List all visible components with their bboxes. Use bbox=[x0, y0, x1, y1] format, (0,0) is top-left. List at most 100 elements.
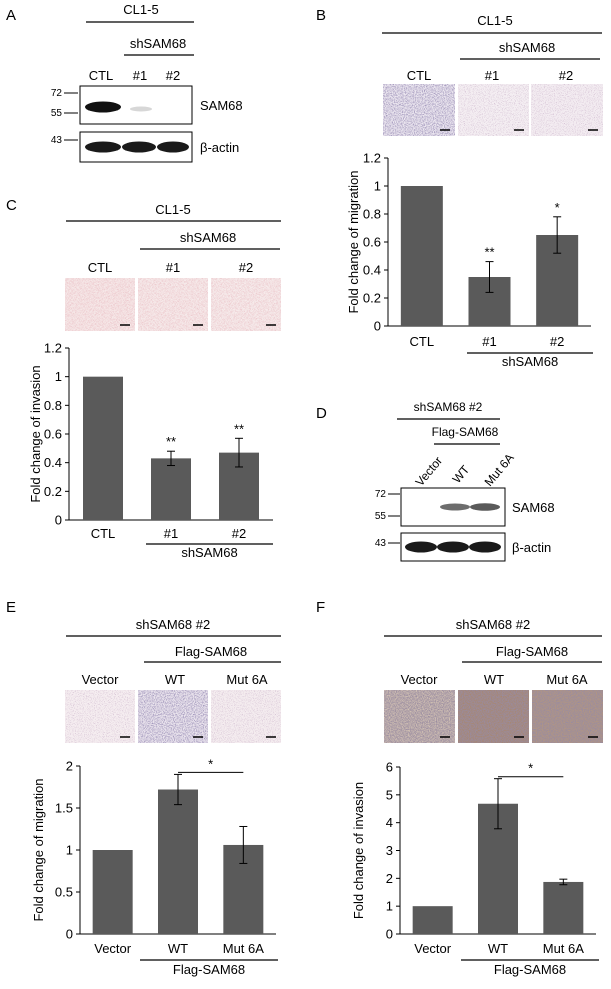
panel-b-cell-line: CL1-5 bbox=[477, 13, 512, 28]
panel-c-image-label-ctl: CTL bbox=[88, 260, 113, 275]
panel-e-group-label: Flag-SAM68 bbox=[173, 962, 245, 977]
panel-b-y-tick-label: 1.2 bbox=[363, 151, 381, 166]
panel-b-image-label-ctl: CTL bbox=[407, 68, 432, 83]
panel-b-image-label-1: #1 bbox=[485, 68, 499, 83]
panel-b-bar-0 bbox=[400, 186, 443, 326]
panel-a-lane-ctl: CTL bbox=[89, 68, 114, 83]
panel-f-micrograph-vector bbox=[383, 689, 456, 744]
panel-a-actin-band-1 bbox=[122, 141, 156, 153]
panel-e-letter: E bbox=[6, 599, 16, 616]
panel-f-image-label-vector: Vector bbox=[401, 672, 439, 687]
panel-f-chart: 0 1 2 3 4 5 6 Fold change of invasion Vector WT Mu… bbox=[351, 760, 599, 977]
panel-a-lane-1: #1 bbox=[133, 68, 147, 83]
panel-b-micrograph-2 bbox=[530, 83, 604, 137]
panel-c-category-label-0: CTL bbox=[91, 526, 116, 541]
panel-a-lane-2: #2 bbox=[166, 68, 180, 83]
panel-f-bar-0 bbox=[412, 906, 453, 934]
panel-a: A CL1-5 shSAM68 CTL #1 #2 72 55 SAM68 43… bbox=[6, 2, 243, 163]
panel-e-y-axis-label: Fold change of migration bbox=[31, 778, 46, 921]
panel-c-category-label-1: #1 bbox=[164, 526, 178, 541]
panel-d-protein-actin: β-actin bbox=[512, 540, 551, 555]
panel-c-y-tick-label: 0.6 bbox=[44, 427, 62, 442]
panel-b-y-tick-label: 1 bbox=[374, 179, 381, 194]
panel-b-significance-2: * bbox=[555, 200, 560, 215]
panel-b: B CL1-5 shSAM68 CTL #1 #2 bbox=[316, 7, 604, 137]
panel-c-significance-2: ** bbox=[234, 421, 244, 436]
panel-b-image-label-2: #2 bbox=[559, 68, 573, 83]
panel-b-group: shSAM68 bbox=[499, 40, 555, 55]
panel-d-protein-sam68: SAM68 bbox=[512, 500, 555, 515]
panel-b-y-tick-label: 0 bbox=[374, 319, 381, 334]
panel-d-actin-band-wt bbox=[437, 541, 469, 553]
panel-c-micrograph-2 bbox=[210, 277, 282, 332]
panel-c-y-tick-label: 1 bbox=[55, 369, 62, 384]
panel-d-group: shSAM68 #2 bbox=[414, 400, 483, 414]
panel-f: F shSAM68 #2 Flag-SAM68 Vector WT Mut 6A bbox=[316, 599, 604, 744]
panel-b-group-label: shSAM68 bbox=[502, 354, 558, 369]
panel-f-y-tick-label: 3 bbox=[386, 843, 393, 858]
panel-d-lane-mut6a: Mut 6A bbox=[482, 451, 517, 489]
panel-e-group: shSAM68 #2 bbox=[136, 617, 210, 632]
panel-c: C CL1-5 shSAM68 CTL #1 #2 bbox=[6, 197, 282, 332]
panel-c-y-axis-label: Fold change of invasion bbox=[28, 365, 43, 502]
panel-f-subgroup: Flag-SAM68 bbox=[496, 644, 568, 659]
panel-d-lane-vector: Vector bbox=[413, 454, 446, 489]
panel-f-micrograph-mut6a bbox=[531, 689, 604, 744]
panel-c-y-tick-label: 0.2 bbox=[44, 484, 62, 499]
panel-c-micrograph-1 bbox=[137, 277, 209, 332]
panel-f-y-tick-label: 6 bbox=[386, 760, 393, 775]
panel-e-chart: 0 0.5 1 1.5 2 Fold change of migration Vector W… bbox=[31, 756, 278, 977]
panel-a-letter: A bbox=[6, 7, 16, 24]
panel-f-image-label-mut6a: Mut 6A bbox=[546, 672, 588, 687]
panel-e-image-label-mut6a: Mut 6A bbox=[226, 672, 268, 687]
panel-c-letter: C bbox=[6, 197, 17, 214]
panel-c-image-label-1: #1 bbox=[166, 260, 180, 275]
panel-e: E shSAM68 #2 Flag-SAM68 Vector WT Mut 6A bbox=[6, 599, 282, 744]
panel-c-micrograph-ctl bbox=[64, 277, 136, 332]
panel-d-band-mut6a bbox=[470, 503, 500, 511]
panel-c-category-label-2: #2 bbox=[232, 526, 246, 541]
panel-c-cell-line: CL1-5 bbox=[155, 202, 190, 217]
panel-e-category-label-2: Mut 6A bbox=[223, 941, 265, 956]
panel-c-y-tick-label: 0.8 bbox=[44, 398, 62, 413]
panel-e-micrograph-vector bbox=[64, 689, 136, 744]
panel-f-y-axis-label: Fold change of invasion bbox=[351, 782, 366, 919]
panel-f-y-tick-label: 1 bbox=[386, 899, 393, 914]
panel-e-category-label-1: WT bbox=[168, 941, 188, 956]
panel-b-y-tick-label: 0.4 bbox=[363, 263, 381, 278]
panel-f-y-tick-label: 0 bbox=[386, 927, 393, 942]
panel-f-y-tick-label: 5 bbox=[386, 787, 393, 802]
panel-b-letter: B bbox=[316, 7, 326, 24]
panel-e-category-label-0: Vector bbox=[94, 941, 132, 956]
panel-f-image-label-wt: WT bbox=[484, 672, 504, 687]
panel-a-actin-band-2 bbox=[157, 141, 189, 153]
panel-d-actin-band-vector bbox=[405, 541, 437, 553]
panel-d-marker-43: 43 bbox=[375, 538, 387, 549]
panel-a-actin-band-ctl bbox=[85, 141, 121, 153]
panel-b-micrograph-1 bbox=[457, 83, 530, 137]
panel-b-category-label-0: CTL bbox=[410, 334, 435, 349]
panel-a-group: shSAM68 bbox=[130, 36, 186, 51]
panel-f-y-tick-label: 4 bbox=[386, 815, 393, 830]
panel-b-y-tick-label: 0.2 bbox=[363, 291, 381, 306]
panel-c-bar-0 bbox=[83, 376, 123, 520]
panel-e-bar-0 bbox=[92, 850, 133, 934]
panel-e-y-tick-label: 1.5 bbox=[55, 801, 73, 816]
panel-e-image-label-wt: WT bbox=[165, 672, 185, 687]
panel-e-comparison-significance: * bbox=[208, 756, 213, 771]
panel-a-marker-55: 55 bbox=[51, 108, 63, 119]
panel-d-actin-band-mut6a bbox=[469, 541, 501, 553]
panel-a-protein-actin: β-actin bbox=[200, 140, 239, 155]
panel-c-y-tick-label: 0.4 bbox=[44, 455, 62, 470]
panel-b-y-tick-label: 0.6 bbox=[363, 235, 381, 250]
panel-e-subgroup: Flag-SAM68 bbox=[175, 644, 247, 659]
panel-b-micrograph-ctl bbox=[382, 83, 456, 137]
panel-f-letter: F bbox=[316, 599, 325, 616]
panel-e-micrograph-wt bbox=[137, 689, 209, 744]
panel-f-comparison-significance: * bbox=[528, 761, 533, 776]
panel-f-bar-2 bbox=[543, 881, 584, 934]
panel-a-marker-72: 72 bbox=[51, 88, 63, 99]
panel-d-letter: D bbox=[316, 405, 327, 422]
